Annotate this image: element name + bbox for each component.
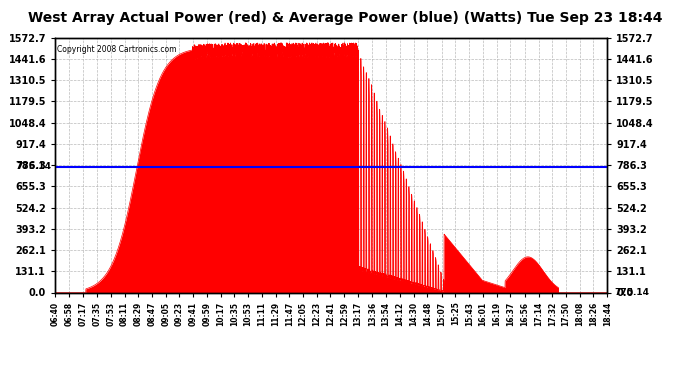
Text: 775.14: 775.14: [614, 288, 649, 297]
Text: West Array Actual Power (red) & Average Power (blue) (Watts) Tue Sep 23 18:44: West Array Actual Power (red) & Average …: [28, 11, 662, 25]
Text: Copyright 2008 Cartronics.com: Copyright 2008 Cartronics.com: [57, 45, 176, 54]
Text: 775.14: 775.14: [17, 162, 51, 171]
